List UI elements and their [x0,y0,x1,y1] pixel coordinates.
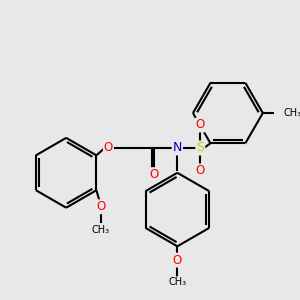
Text: O: O [196,118,205,131]
Text: O: O [96,200,106,213]
Text: CH₃: CH₃ [168,277,186,287]
Text: CH₃: CH₃ [284,108,300,118]
Text: CH₃: CH₃ [92,225,110,235]
Text: O: O [150,168,159,181]
Text: N: N [173,142,182,154]
Text: O: O [173,254,182,267]
Text: O: O [104,142,113,154]
Text: S: S [196,142,204,154]
Text: O: O [196,164,205,177]
